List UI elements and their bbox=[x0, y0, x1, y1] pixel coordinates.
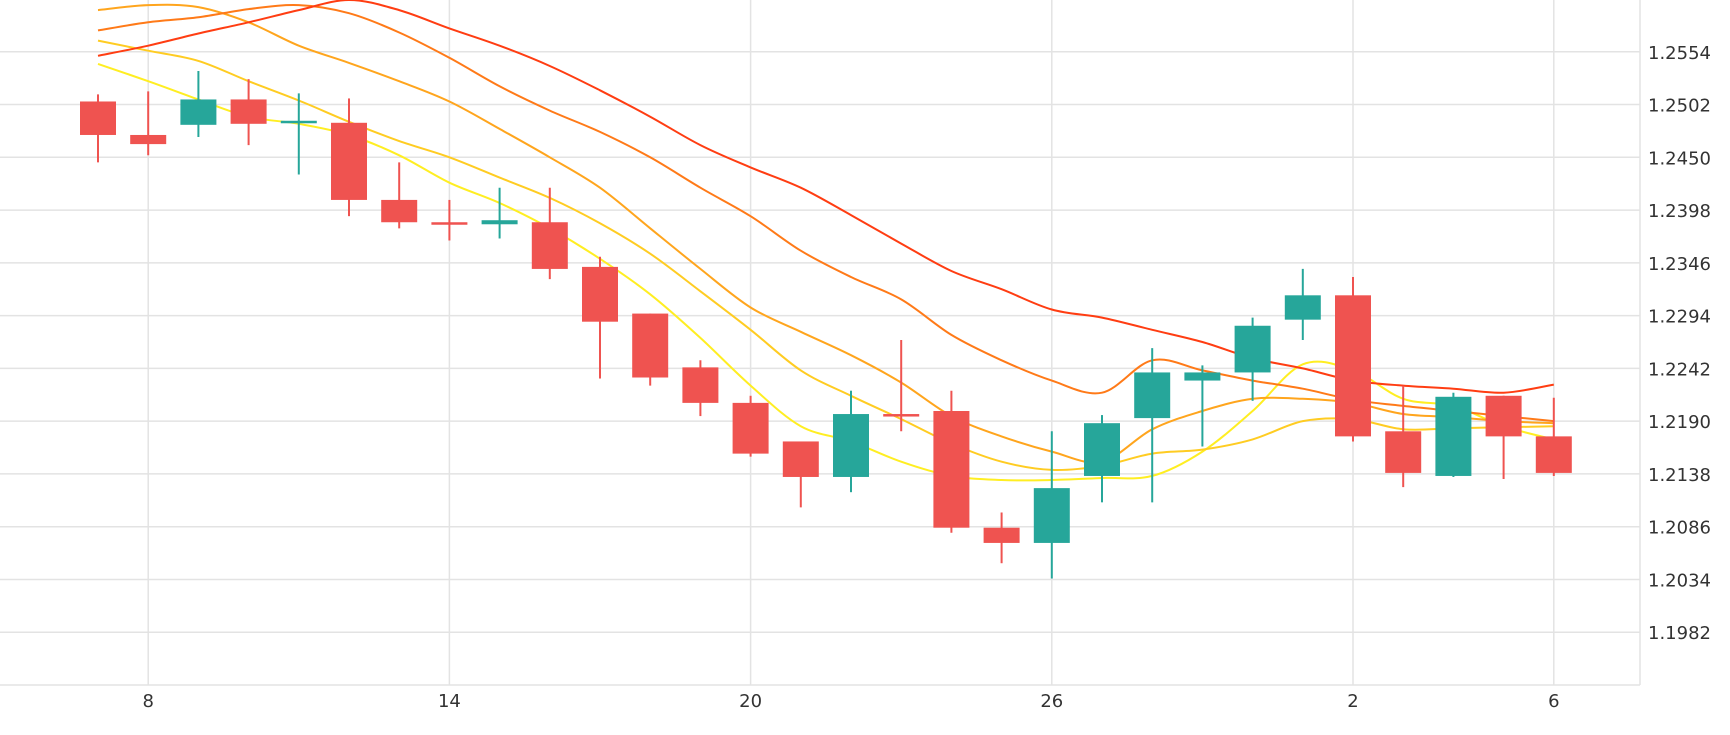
candle-body-down bbox=[331, 122, 367, 200]
candle-body-down bbox=[732, 402, 769, 454]
candle-body-up bbox=[1435, 396, 1472, 476]
x-tick-label: 20 bbox=[739, 691, 762, 712]
candle-body-up bbox=[833, 414, 869, 477]
candle-body-down bbox=[1385, 431, 1422, 473]
axes: 1.2554 1.2502 1.2450 1.2398 1.2346 1.2294 1.22… bbox=[142, 43, 1711, 712]
y-tick-label: 1.2398 bbox=[1648, 201, 1711, 222]
moving-average-line-4 bbox=[97, 3, 1554, 423]
x-tick-label: 14 bbox=[438, 691, 461, 712]
candle-body-up bbox=[1284, 295, 1321, 320]
candle-body-down bbox=[1335, 295, 1371, 437]
grid-layer bbox=[0, 0, 1641, 686]
candle-body-down bbox=[582, 266, 618, 322]
candle-body-up bbox=[1033, 488, 1070, 543]
candle-body-up bbox=[481, 220, 518, 225]
candle-body-up bbox=[1084, 423, 1120, 476]
candle-body-down bbox=[431, 222, 468, 225]
candles bbox=[80, 71, 1572, 579]
candle-body-up bbox=[180, 99, 217, 125]
candle-body-down bbox=[782, 441, 819, 477]
candle-body-down bbox=[1485, 395, 1522, 437]
y-tick-label: 1.2138 bbox=[1648, 465, 1711, 486]
moving-average-line-3 bbox=[97, 3, 1554, 464]
y-tick-label: 1.2554 bbox=[1648, 43, 1711, 64]
candle-body-down bbox=[1535, 436, 1572, 473]
x-tick-label: 8 bbox=[142, 691, 153, 712]
candle-body-up bbox=[280, 120, 317, 124]
moving-average-line-2 bbox=[97, 39, 1554, 472]
candle-body-up bbox=[1234, 325, 1271, 373]
candle-body-down bbox=[983, 527, 1020, 543]
x-tick-label: 6 bbox=[1548, 691, 1559, 712]
candle-body-down bbox=[130, 134, 167, 145]
candle-body-down bbox=[381, 199, 418, 223]
candle-body-down bbox=[80, 101, 116, 135]
y-tick-label: 1.2190 bbox=[1648, 412, 1711, 433]
y-tick-label: 1.2242 bbox=[1648, 359, 1711, 380]
candle-body-down bbox=[230, 99, 267, 124]
candle-body-down bbox=[682, 367, 719, 403]
y-tick-label: 1.2450 bbox=[1648, 148, 1711, 169]
moving-average-line-5 bbox=[97, 0, 1554, 394]
candle-body-down bbox=[531, 222, 568, 269]
y-tick-label: 1.2034 bbox=[1648, 570, 1711, 591]
y-tick-label: 1.1982 bbox=[1648, 623, 1711, 644]
x-tick-label: 26 bbox=[1040, 691, 1063, 712]
x-tick-label: 2 bbox=[1347, 691, 1358, 712]
y-tick-label: 1.2086 bbox=[1648, 518, 1711, 539]
y-tick-label: 1.2346 bbox=[1648, 254, 1711, 275]
candle-body-down bbox=[883, 414, 920, 417]
candle-body-up bbox=[1134, 372, 1171, 419]
candle-body-down bbox=[632, 313, 669, 378]
candle-body-down bbox=[933, 411, 970, 528]
y-tick-label: 1.2294 bbox=[1648, 307, 1711, 328]
candle-body-up bbox=[1184, 372, 1221, 381]
y-tick-label: 1.2502 bbox=[1648, 96, 1711, 117]
